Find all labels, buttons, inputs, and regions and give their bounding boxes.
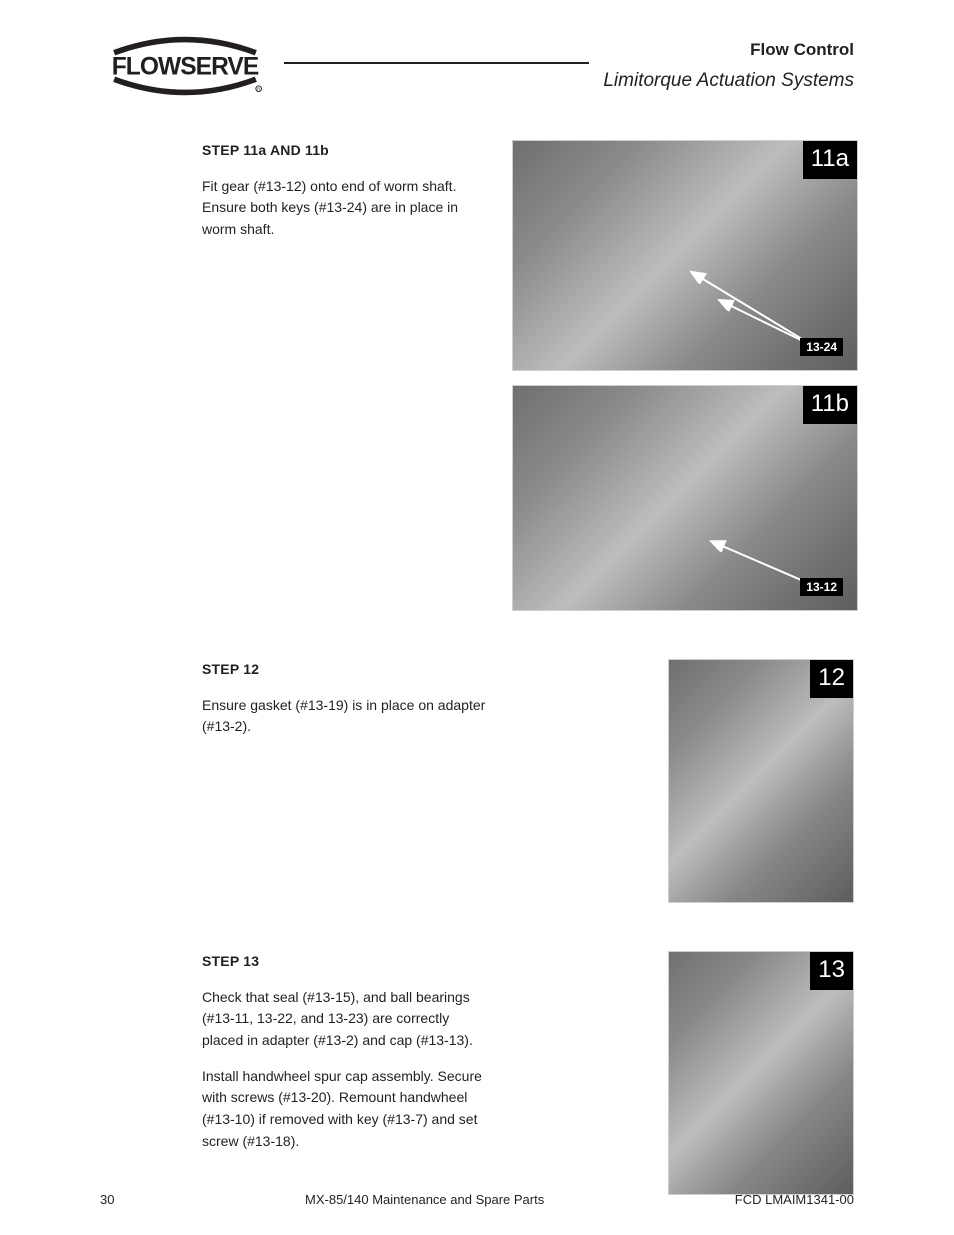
figure-number: 11a [803, 141, 857, 179]
page-content: STEP 11a AND 11b Fit gear (#13-12) onto … [100, 140, 854, 1195]
step-text: STEP 12 Ensure gasket (#13-19) is in pla… [202, 659, 492, 752]
step-paragraph: Check that seal (#13-15), and ball beari… [202, 987, 492, 1052]
step-paragraph: Ensure gasket (#13-19) is in place on ad… [202, 695, 492, 738]
step-figures: 12 [512, 659, 854, 903]
footer-doc-id: FCD LMAIM1341-00 [735, 1192, 854, 1207]
step-heading: STEP 12 [202, 659, 492, 681]
flowserve-logo: FLOWSERVE R [100, 32, 270, 100]
logo-text: FLOWSERVE [112, 54, 259, 81]
step-paragraph: Install handwheel spur cap assembly. Sec… [202, 1066, 492, 1153]
step-block-12: STEP 12 Ensure gasket (#13-19) is in pla… [202, 659, 854, 903]
figure-number: 11b [803, 386, 857, 424]
footer-page-number: 30 [100, 1192, 114, 1207]
figure-number: 12 [810, 660, 853, 698]
header-right: Flow Control Limitorque Actuation System… [603, 40, 854, 92]
figure-12: 12 [668, 659, 854, 903]
page-footer: 30 MX-85/140 Maintenance and Spare Parts… [100, 1192, 854, 1207]
figure-callout: 13-24 [800, 338, 843, 356]
figure-number: 13 [810, 952, 853, 990]
step-block-11: STEP 11a AND 11b Fit gear (#13-12) onto … [202, 140, 854, 611]
step-figures: 13 [512, 951, 854, 1195]
page: FLOWSERVE R Flow Control Limitorque Actu… [0, 0, 954, 1235]
figure-13: 13 [668, 951, 854, 1195]
flowserve-logo-svg: FLOWSERVE R [100, 32, 270, 100]
step-paragraph: Fit gear (#13-12) onto end of worm shaft… [202, 176, 492, 241]
step-text: STEP 11a AND 11b Fit gear (#13-12) onto … [202, 140, 492, 255]
header-brand: Flow Control [603, 40, 854, 60]
figure-11b: 11b 13-12 [512, 385, 858, 611]
step-text: STEP 13 Check that seal (#13-15), and ba… [202, 951, 492, 1167]
footer-center: MX-85/140 Maintenance and Spare Parts [305, 1192, 544, 1207]
step-figures: 11a 13-24 11b 13-12 [512, 140, 858, 611]
figure-11a: 11a 13-24 [512, 140, 858, 371]
step-block-13: STEP 13 Check that seal (#13-15), and ba… [202, 951, 854, 1195]
header-rule [284, 62, 589, 64]
svg-text:R: R [257, 87, 260, 92]
page-header: FLOWSERVE R Flow Control Limitorque Actu… [100, 32, 854, 100]
step-heading: STEP 13 [202, 951, 492, 973]
header-subtitle: Limitorque Actuation Systems [603, 70, 854, 92]
step-heading: STEP 11a AND 11b [202, 140, 492, 162]
figure-callout: 13-12 [800, 578, 843, 596]
